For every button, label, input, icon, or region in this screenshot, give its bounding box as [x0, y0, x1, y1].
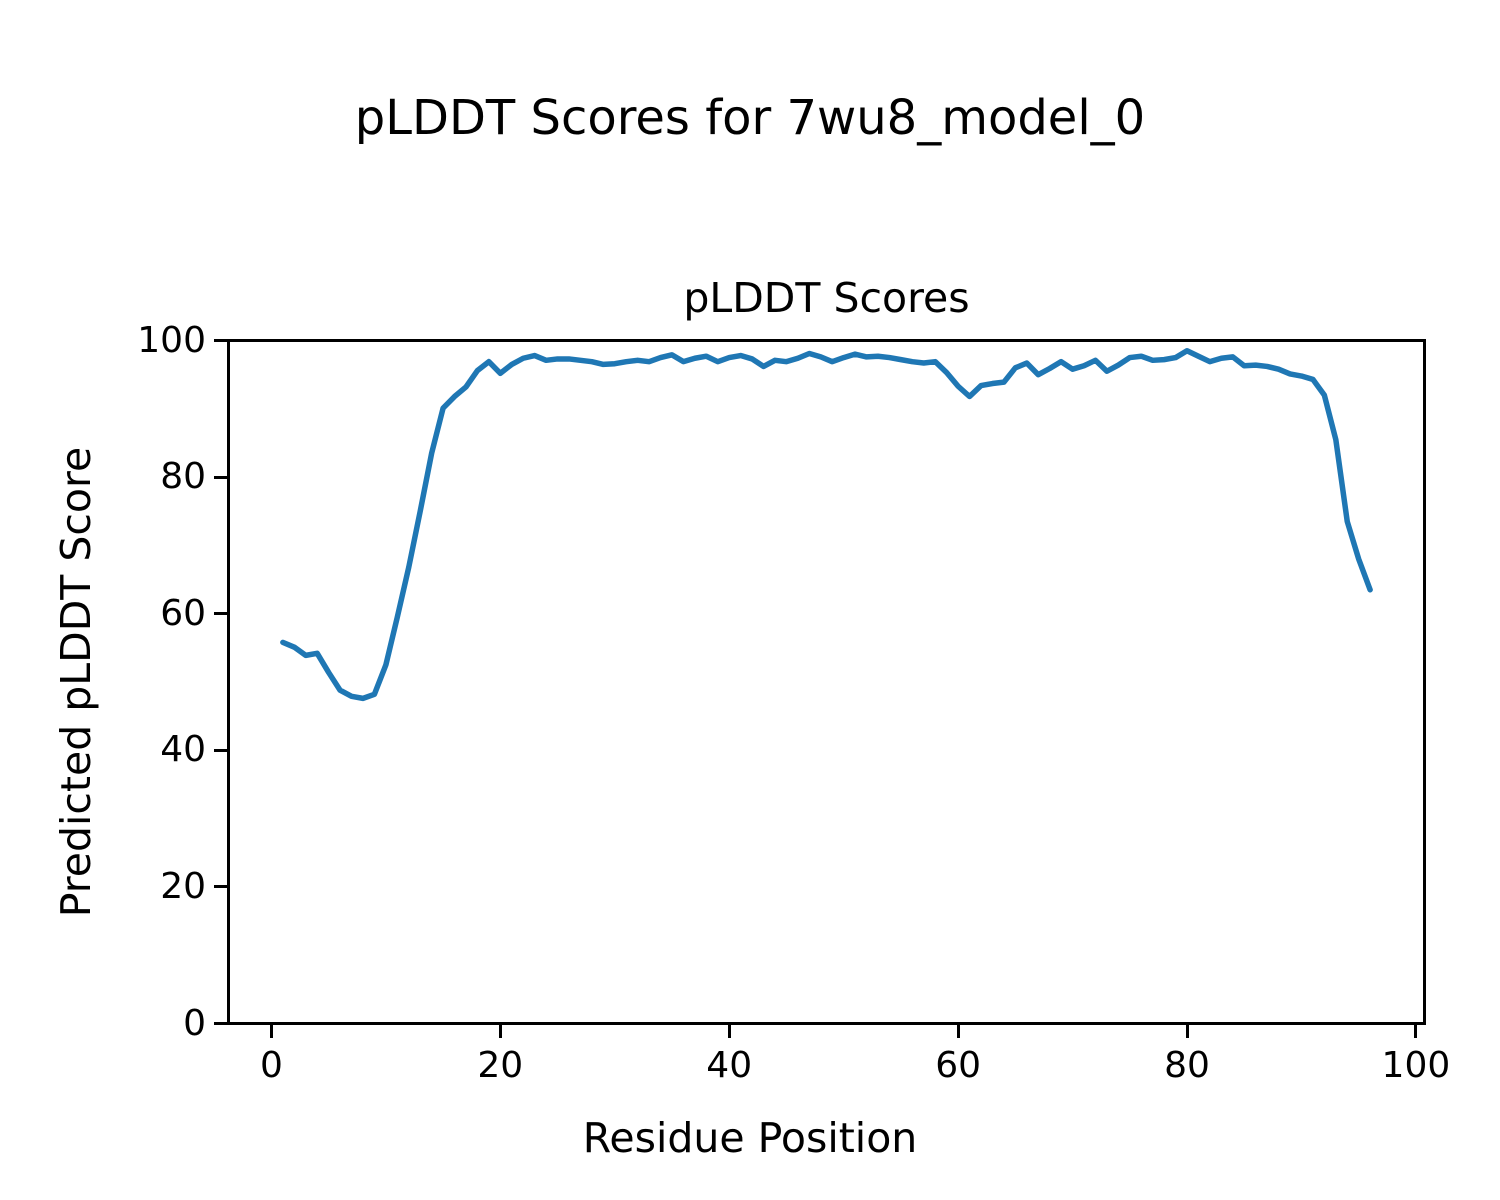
x-tick-mark	[1185, 1025, 1189, 1038]
pldd-score-line	[280, 348, 1373, 702]
axes-title: pLDDT Scores	[683, 274, 970, 322]
x-tick-label: 0	[259, 1045, 283, 1086]
y-tick-mark	[214, 1022, 227, 1025]
y-tick-mark	[214, 612, 227, 616]
y-tick-label: 20	[160, 865, 206, 907]
x-tick-label: 100	[1381, 1045, 1451, 1086]
y-tick-mark	[214, 885, 227, 889]
plot-area	[227, 339, 1426, 1025]
figure-suptitle: pLDDT Scores for 7wu8_model_0	[354, 90, 1146, 146]
pldd-line-chart	[280, 348, 1373, 702]
y-axis-label: Predicted pLDDT Score	[52, 446, 100, 918]
y-tick-mark	[214, 748, 227, 752]
y-tick-label: 80	[160, 456, 206, 498]
x-tick-label: 80	[1164, 1045, 1210, 1086]
y-tick-label: 40	[160, 729, 206, 771]
x-tick-mark	[727, 1025, 731, 1038]
x-tick-mark	[269, 1025, 273, 1038]
x-tick-mark	[498, 1025, 502, 1038]
y-tick-label: 60	[160, 592, 206, 634]
y-tick-mark	[214, 475, 227, 479]
x-tick-label: 40	[706, 1045, 753, 1086]
x-tick-label: 60	[935, 1045, 982, 1086]
x-tick-mark	[956, 1025, 960, 1038]
y-tick-mark	[214, 339, 227, 342]
x-axis-label: Residue Position	[582, 1114, 918, 1162]
y-tick-label: 0	[183, 1002, 206, 1044]
x-tick-label: 20	[477, 1045, 524, 1086]
x-tick-mark	[1414, 1025, 1418, 1038]
y-tick-label: 100	[137, 319, 206, 361]
